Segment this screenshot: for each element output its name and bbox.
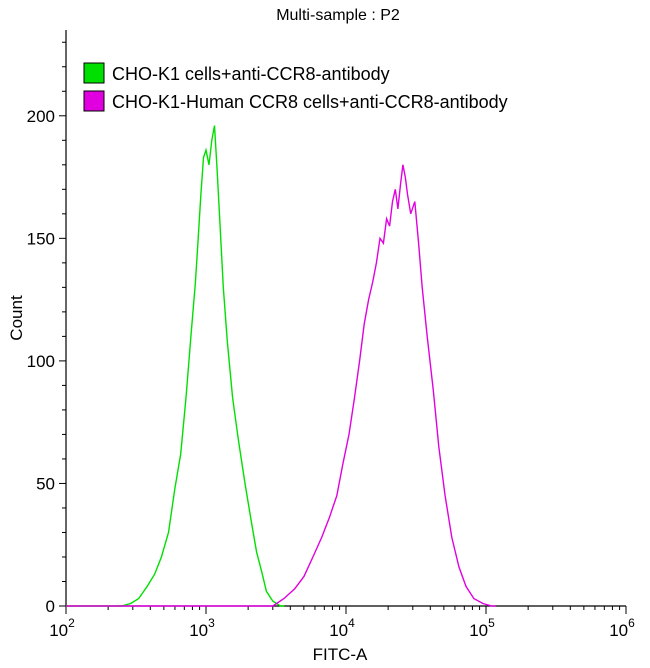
x-tick-exponent: 4 — [348, 616, 355, 630]
legend: CHO-K1 cells+anti-CCR8-antibody CHO-K1-Hu… — [83, 62, 508, 112]
x-axis-title: FITC-A — [313, 645, 368, 664]
series-layer — [66, 125, 496, 607]
y-tick-label: 0 — [46, 597, 55, 616]
series-line-1 — [66, 125, 285, 607]
x-tick-label: 105 — [469, 616, 495, 640]
y-tick-label: 200 — [27, 107, 55, 126]
x-tick-label: 103 — [189, 616, 215, 640]
y-tick-label: 100 — [27, 352, 55, 371]
x-axis-ticks: 102 103 104 105 106 — [49, 606, 635, 640]
x-tick-label: 104 — [329, 616, 355, 640]
x-tick-exponent: 3 — [208, 616, 215, 630]
y-tick-label: 150 — [27, 229, 55, 248]
y-tick-label: 50 — [36, 474, 55, 493]
chart-title: Multi-sample : P2 — [276, 7, 400, 24]
legend-label: CHO-K1 cells+anti-CCR8-antibody — [112, 64, 390, 84]
x-tick-base: 10 — [469, 621, 488, 640]
x-tick-exponent: 6 — [628, 616, 635, 630]
legend-swatch — [83, 90, 105, 112]
legend-label: CHO-K1-Human CCR8 cells+anti-CCR8-antibo… — [112, 92, 508, 112]
x-tick-base: 10 — [609, 621, 628, 640]
x-tick-exponent: 2 — [68, 616, 75, 630]
y-axis-ticks: 0 50 100 150 200 — [27, 41, 66, 616]
series-line-2 — [66, 164, 496, 607]
x-tick-base: 10 — [49, 621, 68, 640]
x-tick-label: 106 — [609, 616, 635, 640]
x-tick-exponent: 5 — [488, 616, 495, 630]
x-tick-base: 10 — [189, 621, 208, 640]
x-tick-base: 10 — [329, 621, 348, 640]
plot-area-frame — [65, 30, 626, 607]
y-axis-title: Count — [7, 295, 26, 341]
legend-swatch — [83, 62, 105, 84]
x-tick-label: 102 — [49, 616, 75, 640]
